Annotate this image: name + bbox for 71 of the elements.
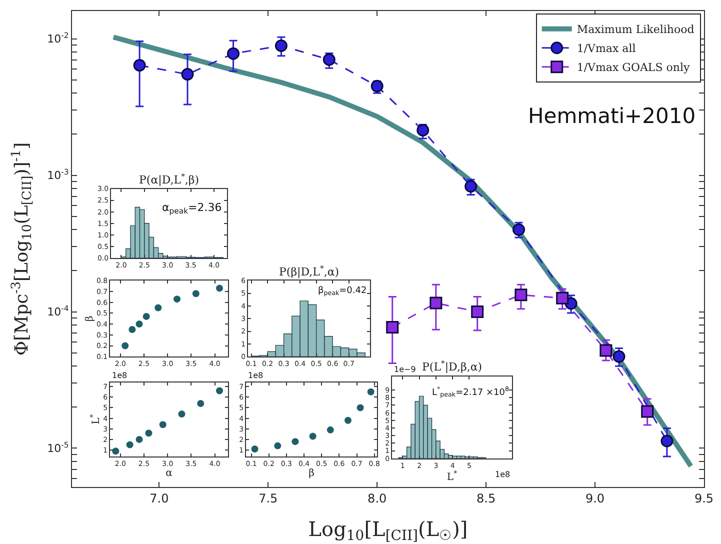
point	[344, 416, 352, 424]
chart-title: P(β|D,L$^{*}$,α)	[279, 264, 340, 279]
text: $_{peak}$=2.17 ×10$^{8}$	[440, 386, 510, 399]
x-tick-label: 8.0	[368, 491, 387, 506]
point	[416, 124, 430, 136]
x-axis-title: L$^{*}$	[432, 386, 440, 398]
x-tick-label: 7.0	[150, 491, 169, 506]
point	[142, 312, 150, 320]
point	[556, 292, 569, 304]
legend-label: Maximum Likelihood	[576, 23, 694, 36]
point	[430, 296, 442, 310]
point	[112, 448, 120, 455]
point	[514, 288, 528, 302]
y-tick-label: 10$^{-2}$	[47, 31, 69, 46]
point	[274, 40, 288, 52]
point	[197, 400, 204, 407]
chart-title: P(L$^{*}$|D,β,α)	[422, 359, 482, 374]
chart-title: P(α|D,L$^{*}$,β)	[139, 172, 200, 187]
point	[292, 438, 299, 446]
text: L$^{*}$	[446, 470, 458, 483]
x-axis-title: β	[308, 468, 315, 479]
legend-label: 1/Vmax all	[576, 42, 636, 56]
legend-label: 1/Vmax GOALS only	[576, 61, 690, 74]
point	[174, 296, 181, 303]
point	[136, 436, 143, 443]
point	[309, 432, 316, 440]
point	[641, 405, 654, 418]
point	[356, 404, 364, 412]
point	[322, 53, 336, 66]
point	[386, 321, 399, 334]
annotation: 1e8	[495, 470, 510, 479]
point	[612, 350, 626, 363]
x-tick-label: 8.5	[476, 491, 496, 506]
annotation: α$_{peak}$=2.36	[162, 201, 222, 216]
point	[133, 59, 146, 72]
x-tick-label: 7.5	[258, 491, 278, 506]
x-axis-title: Log$_{10}$[L$_{[CII]}$(L$_{☉}$)]	[308, 516, 468, 544]
annotation: 1e8	[248, 371, 264, 380]
annotation: β$_{peak}$=0.42	[318, 286, 367, 297]
y-axis-title: β	[84, 316, 96, 322]
point	[181, 68, 194, 81]
y-tick-label: 10$^{-4}$	[47, 304, 69, 319]
annotation: 1e8	[112, 371, 128, 380]
point	[192, 290, 200, 298]
y-tick-label: 10$^{-5}$	[47, 440, 69, 456]
point	[660, 434, 674, 448]
point	[367, 388, 374, 396]
point	[122, 342, 129, 350]
point	[326, 426, 334, 434]
point	[145, 430, 152, 437]
point	[128, 326, 136, 333]
x-tick-label: 9.5	[694, 491, 714, 506]
point	[126, 441, 134, 448]
point	[159, 421, 166, 428]
point	[227, 47, 240, 60]
point	[471, 306, 484, 318]
annotation: 1e−9	[394, 365, 416, 374]
point	[216, 387, 223, 394]
x-tick-label: 9.0	[585, 491, 605, 506]
point	[136, 320, 143, 328]
point	[274, 442, 282, 450]
point	[600, 344, 612, 357]
x-axis-title: α	[166, 468, 173, 479]
point	[216, 284, 223, 292]
y-tick-label: 10$^{-3}$	[47, 168, 69, 182]
point	[464, 180, 478, 193]
annotation: Hemmati+2010	[528, 104, 696, 128]
point	[512, 223, 526, 236]
point	[178, 410, 186, 418]
point	[154, 304, 162, 312]
point	[251, 445, 258, 452]
